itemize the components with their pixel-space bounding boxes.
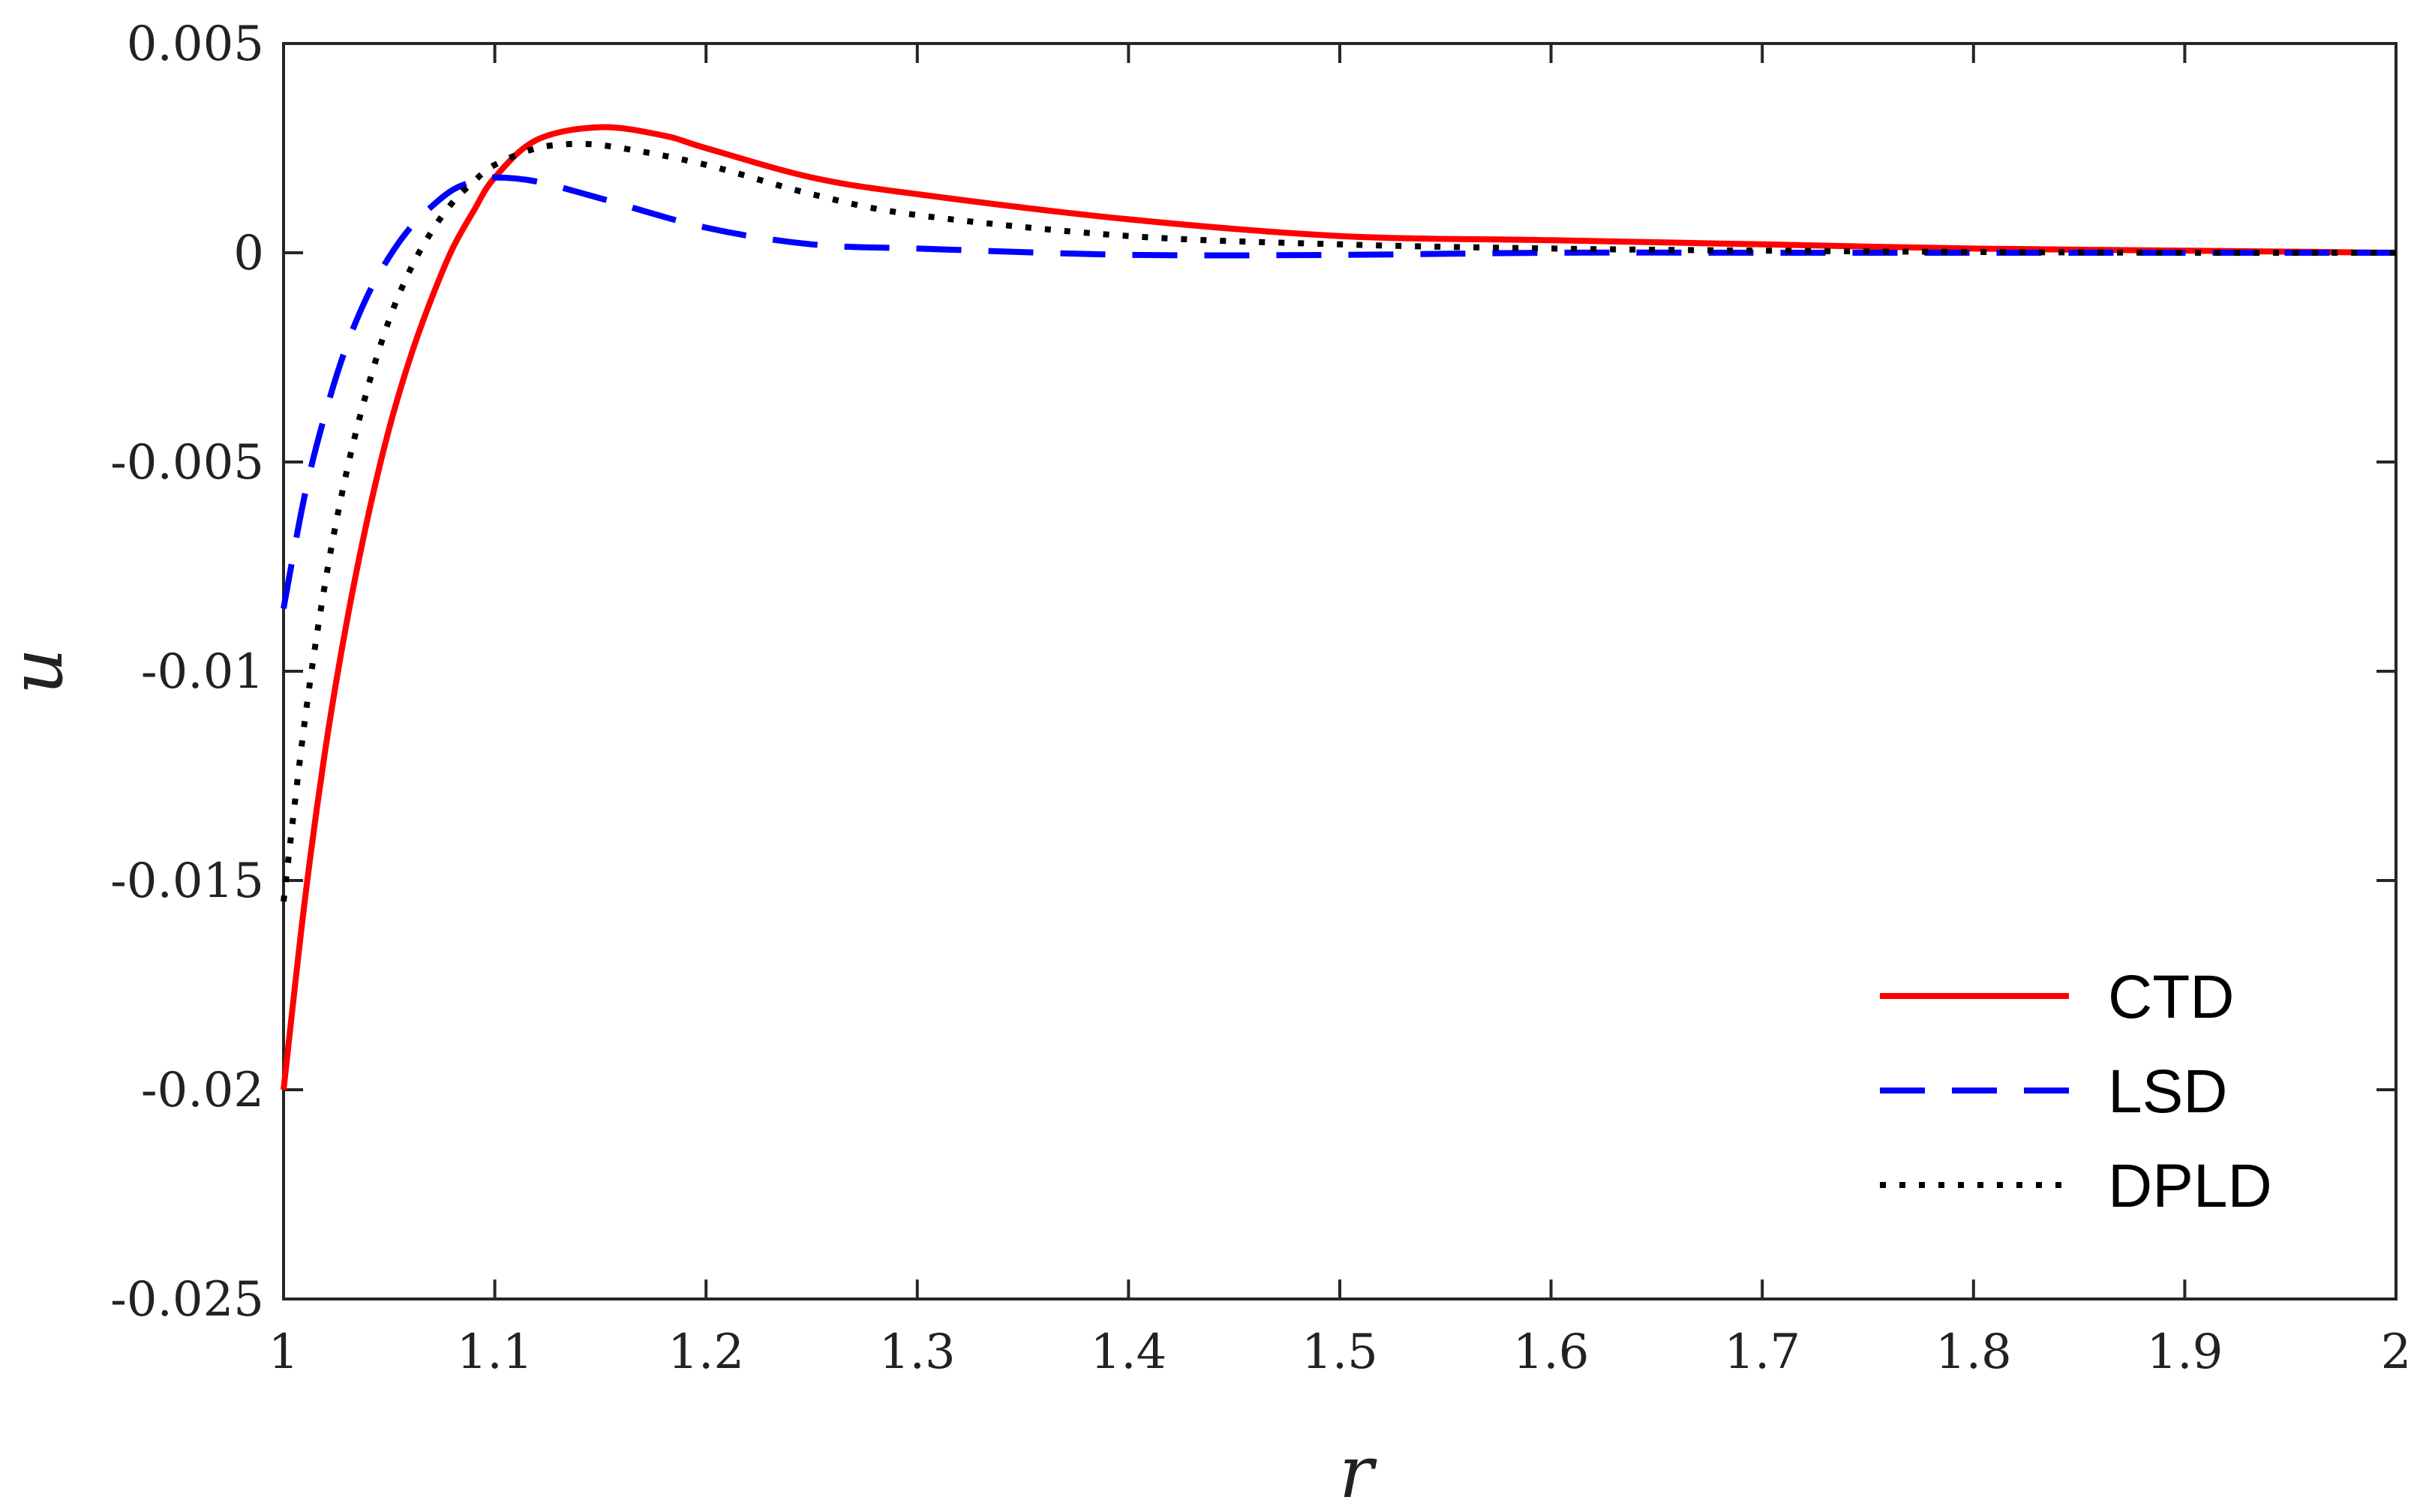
x-tick-label: 1.7 bbox=[1724, 1324, 1800, 1380]
legend: CTD LSD DPLD bbox=[1880, 963, 2272, 1220]
y-tick-label: -0.025 bbox=[110, 1272, 264, 1328]
x-tick-label: 1.3 bbox=[879, 1324, 956, 1380]
x-tick-label: 1.6 bbox=[1513, 1324, 1590, 1380]
x-tick-label: 1.9 bbox=[2147, 1324, 2223, 1380]
y-axis-label: u bbox=[0, 648, 79, 694]
x-tick-label: 1.2 bbox=[668, 1324, 744, 1380]
x-axis-label: r bbox=[1339, 1430, 1377, 1512]
x-tick-labels: 1 1.1 1.2 1.3 1.4 1.5 1.6 1.7 1.8 1.9 2 bbox=[269, 1324, 2412, 1380]
x-tick-label: 1.8 bbox=[1935, 1324, 2012, 1380]
y-tick-label: -0.01 bbox=[141, 644, 264, 700]
series-lines bbox=[281, 124, 2397, 1090]
y-tick-label: 0.005 bbox=[127, 16, 264, 72]
y-tick-label: -0.005 bbox=[110, 435, 264, 490]
y-tick-label: -0.02 bbox=[141, 1063, 264, 1118]
legend-label-lsd: LSD bbox=[2108, 1058, 2228, 1126]
series-line-ctd bbox=[281, 124, 2397, 1090]
x-tick-label: 2 bbox=[2381, 1324, 2412, 1380]
legend-label-dpld: DPLD bbox=[2108, 1152, 2272, 1220]
y-tick-label: 0 bbox=[233, 226, 264, 281]
series-line-lsd bbox=[281, 174, 2396, 610]
x-tick-label: 1 bbox=[269, 1324, 299, 1380]
x-tick-label: 1.1 bbox=[457, 1324, 533, 1380]
x-tick-label: 1.4 bbox=[1091, 1324, 1167, 1380]
plot-area-frame bbox=[282, 42, 2397, 1300]
legend-label-ctd: CTD bbox=[2108, 963, 2235, 1031]
x-tick-label: 1.5 bbox=[1302, 1324, 1378, 1380]
axis-ticks bbox=[282, 42, 2397, 1300]
y-tick-label: -0.015 bbox=[110, 854, 264, 909]
y-tick-labels: 0.005 0 -0.005 -0.01 -0.015 -0.02 -0.025 bbox=[110, 16, 264, 1328]
